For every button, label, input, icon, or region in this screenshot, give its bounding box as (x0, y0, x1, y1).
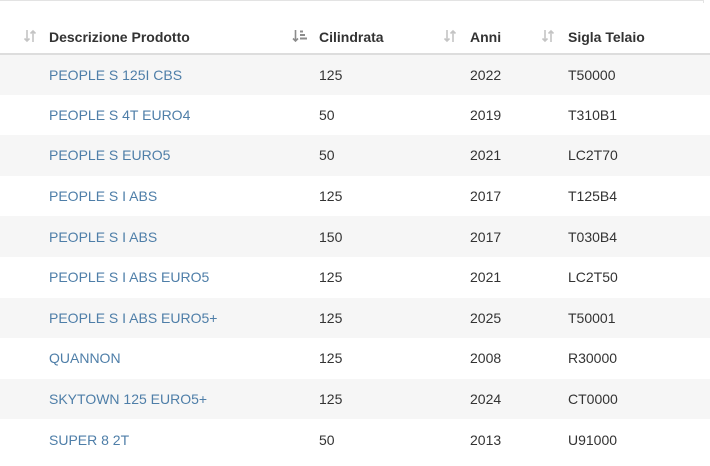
product-link[interactable]: PEOPLE S 125I CBS (49, 66, 183, 83)
cell-cilindrata: 125 (290, 175, 440, 217)
sort-amount-asc-icon[interactable] (290, 18, 310, 54)
cell-cilindrata: 50 (290, 94, 440, 136)
product-link[interactable]: QUANNON (49, 350, 121, 367)
product-link[interactable]: PEOPLE S I ABS EURO5+ (49, 309, 218, 326)
cell-cilindrata: 125 (290, 256, 440, 298)
cell-sigla: R30000 (538, 338, 710, 379)
product-link[interactable]: PEOPLE S I ABS (49, 188, 158, 205)
table-row: PEOPLE S 4T EURO4 50 2019 T310B1 (0, 94, 710, 136)
cell-sigla: T030B4 (538, 216, 710, 257)
top-divider (0, 0, 704, 3)
cell-anni: 2021 (440, 135, 538, 176)
column-header-label: Descrizione Prodotto (49, 29, 190, 45)
cell-cilindrata: 125 (290, 54, 440, 95)
cell-cilindrata: 50 (290, 419, 440, 460)
table-row: SKYTOWN 125 EURO5+ 125 2024 CT0000 (0, 378, 710, 420)
cell-anni: 2025 (440, 297, 538, 339)
product-link[interactable]: PEOPLE S EURO5 (49, 147, 171, 164)
cell-descrizione: PEOPLE S EURO5 (0, 135, 290, 176)
product-link[interactable]: SUPER 8 2T (49, 431, 130, 448)
sort-unsorted-icon[interactable] (20, 18, 40, 54)
column-header-label: Anni (470, 29, 502, 45)
table-row: SUPER 8 2T 50 2013 U91000 (0, 419, 710, 460)
product-link[interactable]: PEOPLE S 4T EURO4 (49, 106, 191, 123)
column-header-label: Sigla Telaio (568, 29, 645, 45)
cell-descrizione: PEOPLE S I ABS EURO5 (0, 256, 290, 298)
column-header-cilindrata[interactable]: Cilindrata (290, 18, 440, 55)
cell-anni: 2024 (440, 378, 538, 420)
table-row: PEOPLE S I ABS 150 2017 T030B4 (0, 216, 710, 257)
table-row: QUANNON 125 2008 R30000 (0, 338, 710, 379)
column-header-label: Cilindrata (319, 29, 384, 45)
column-header-sigla[interactable]: Sigla Telaio (538, 18, 710, 55)
column-header-descrizione[interactable]: Descrizione Prodotto (0, 18, 290, 55)
table-row: PEOPLE S I ABS 125 2017 T125B4 (0, 175, 710, 217)
cell-cilindrata: 125 (290, 297, 440, 339)
cell-descrizione: QUANNON (0, 338, 290, 379)
cell-sigla: CT0000 (538, 378, 710, 420)
cell-anni: 2017 (440, 216, 538, 257)
cell-sigla: LC2T70 (538, 135, 710, 176)
cell-descrizione: PEOPLE S I ABS (0, 175, 290, 217)
products-table: Descrizione Prodotto Cilindrata (0, 18, 710, 460)
cell-descrizione: SKYTOWN 125 EURO5+ (0, 378, 290, 420)
cell-cilindrata: 150 (290, 216, 440, 257)
cell-descrizione: PEOPLE S 4T EURO4 (0, 94, 290, 136)
cell-sigla: LC2T50 (538, 256, 710, 298)
cell-anni: 2021 (440, 256, 538, 298)
cell-sigla: T50001 (538, 297, 710, 339)
cell-descrizione: PEOPLE S 125I CBS (0, 54, 290, 95)
table-row: PEOPLE S I ABS EURO5+ 125 2025 T50001 (0, 297, 710, 339)
cell-descrizione: PEOPLE S I ABS EURO5+ (0, 297, 290, 339)
table-row: PEOPLE S EURO5 50 2021 LC2T70 (0, 135, 710, 176)
sort-unsorted-icon[interactable] (538, 18, 558, 54)
cell-anni: 2017 (440, 175, 538, 217)
cell-sigla: U91000 (538, 419, 710, 460)
cell-descrizione: SUPER 8 2T (0, 419, 290, 460)
column-header-anni[interactable]: Anni (440, 18, 538, 55)
table-row: PEOPLE S 125I CBS 125 2022 T50000 (0, 54, 710, 95)
cell-anni: 2013 (440, 419, 538, 460)
table-header-row: Descrizione Prodotto Cilindrata (0, 18, 710, 55)
cell-descrizione: PEOPLE S I ABS (0, 216, 290, 257)
table-row: PEOPLE S I ABS EURO5 125 2021 LC2T50 (0, 256, 710, 298)
product-link[interactable]: SKYTOWN 125 EURO5+ (49, 391, 208, 408)
cell-anni: 2008 (440, 338, 538, 379)
cell-sigla: T310B1 (538, 94, 710, 136)
cell-cilindrata: 125 (290, 338, 440, 379)
sort-unsorted-icon[interactable] (440, 18, 460, 54)
product-link[interactable]: PEOPLE S I ABS EURO5 (49, 269, 210, 286)
cell-sigla: T50000 (538, 54, 710, 95)
cell-cilindrata: 125 (290, 378, 440, 420)
cell-anni: 2022 (440, 54, 538, 95)
cell-cilindrata: 50 (290, 135, 440, 176)
cell-anni: 2019 (440, 94, 538, 136)
product-link[interactable]: PEOPLE S I ABS (49, 228, 158, 245)
cell-sigla: T125B4 (538, 175, 710, 217)
